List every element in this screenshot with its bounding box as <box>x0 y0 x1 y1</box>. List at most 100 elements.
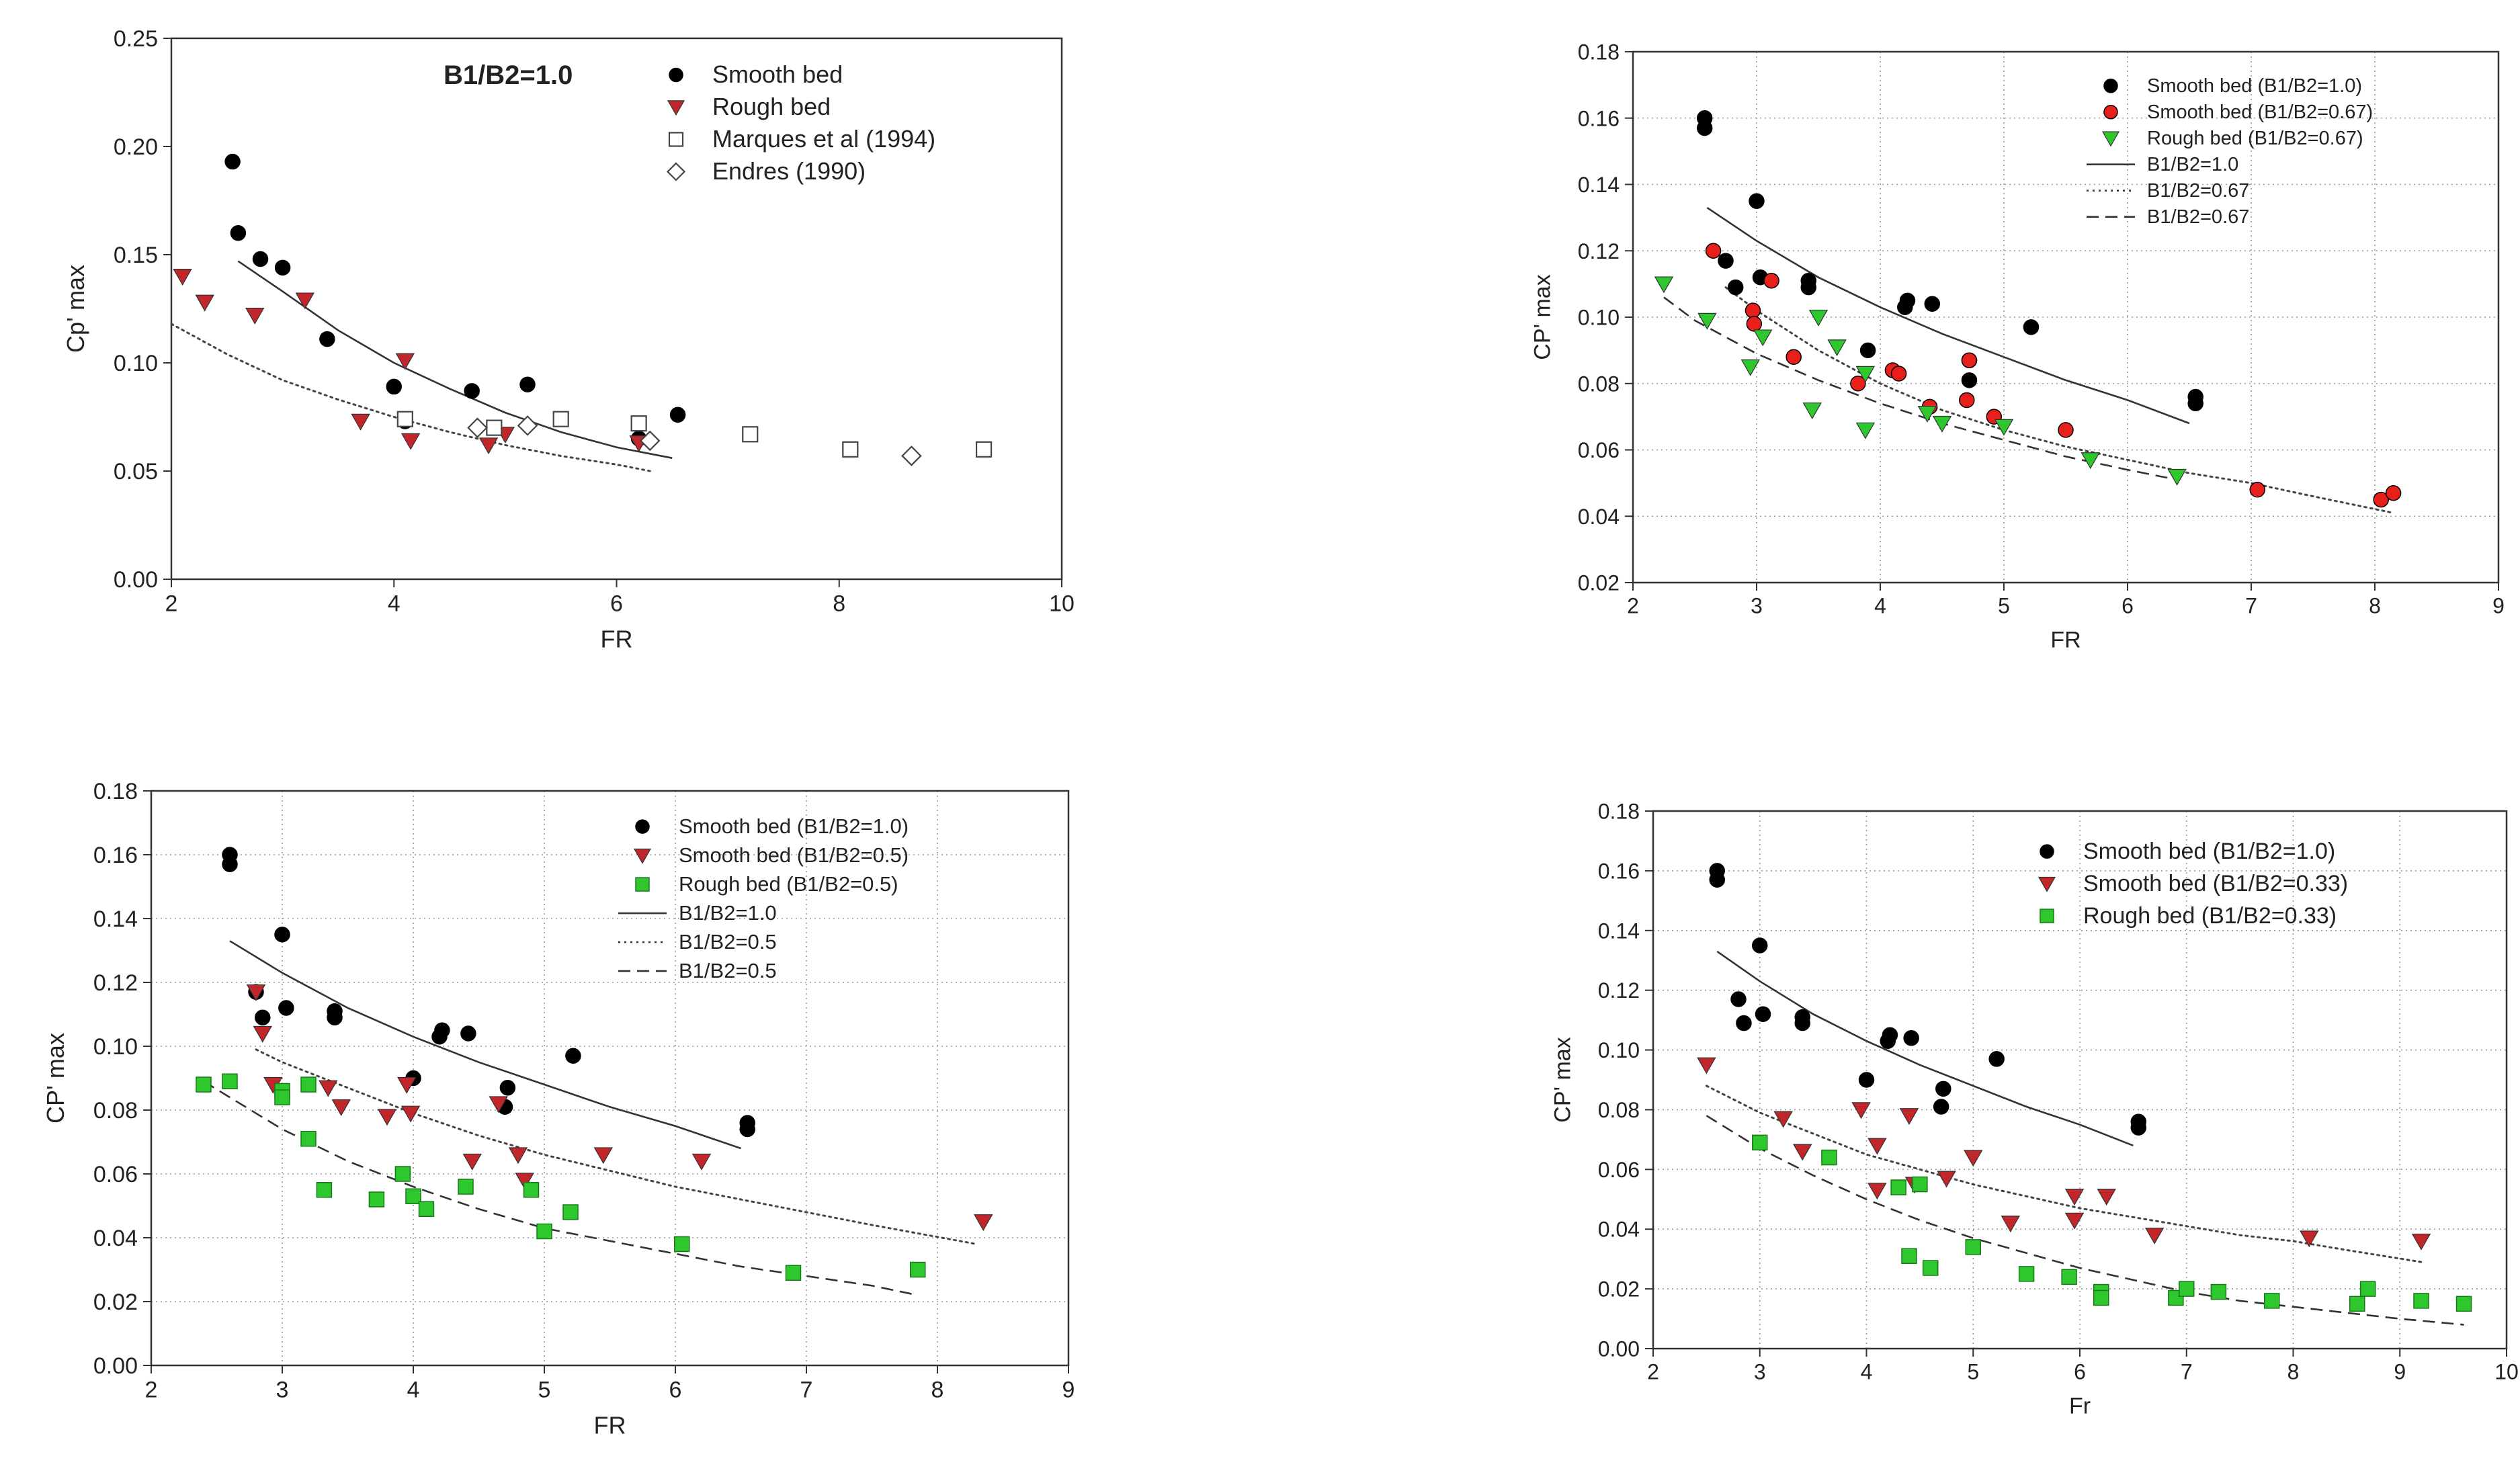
data-point <box>1763 272 1779 289</box>
y-tick-label: 0.06 <box>93 1162 138 1187</box>
legend-label: Smooth bed (B1/B2=1.0) <box>679 814 909 838</box>
y-tick-label: 0.06 <box>1578 438 1620 462</box>
data-point <box>1705 243 1722 259</box>
data-point <box>460 1025 476 1042</box>
y-axis-label: CP' max <box>1529 274 1555 359</box>
y-tick-label: 0.18 <box>93 779 138 804</box>
fit-curve-dashed <box>203 1081 919 1296</box>
y-tick-label: 0.08 <box>93 1098 138 1124</box>
y-tick-label: 0.18 <box>1578 40 1620 65</box>
data-point <box>1697 1057 1716 1074</box>
x-tick-label: 3 <box>1754 1360 1766 1384</box>
data-point <box>2167 468 2187 486</box>
data-point <box>396 411 413 427</box>
data-point <box>319 331 335 347</box>
data-point <box>2455 1296 2472 1312</box>
legend-marker <box>2103 78 2118 93</box>
legend-marker <box>2040 908 2054 923</box>
fit-curve-dotted <box>1705 1085 2423 1263</box>
legend-label: Smooth bed <box>712 60 843 88</box>
data-point <box>1899 1108 1919 1126</box>
data-point <box>2179 1281 2195 1297</box>
x-tick-label: 10 <box>2494 1360 2519 1384</box>
data-point <box>1793 1144 1812 1161</box>
data-point <box>253 1025 272 1043</box>
fit-curve-solid <box>237 260 673 459</box>
data-point <box>274 1089 290 1105</box>
y-tick-label: 0.04 <box>1578 505 1620 529</box>
fit-curve-dashed <box>1663 296 2177 481</box>
data-point <box>515 1173 534 1190</box>
y-tick-label: 0.25 <box>114 26 158 52</box>
x-tick-label: 7 <box>800 1378 813 1403</box>
data-point <box>1786 349 1802 365</box>
plot-frame <box>150 790 1070 1367</box>
data-point <box>1935 1081 1951 1097</box>
data-point <box>1994 419 2014 436</box>
x-tick-label: 2 <box>165 591 178 617</box>
data-point <box>1654 276 1674 294</box>
x-tick-label: 5 <box>1967 1360 1979 1384</box>
data-point <box>1753 329 1773 347</box>
data-point <box>785 1265 802 1281</box>
data-point <box>499 1080 516 1096</box>
data-point <box>1727 279 1744 296</box>
x-tick-label: 2 <box>1627 594 1639 618</box>
data-point <box>351 413 370 431</box>
data-point <box>300 1131 317 1147</box>
data-point <box>2093 1289 2109 1306</box>
data-point <box>386 378 402 395</box>
data-point <box>2064 1189 2085 1206</box>
data-point <box>1697 312 1717 330</box>
data-point <box>1740 359 1761 376</box>
data-point <box>1912 1176 1928 1193</box>
fit-curve-dotted <box>1724 286 2395 514</box>
x-tick-label: 6 <box>669 1378 682 1403</box>
x-tick-label: 4 <box>1861 1360 1873 1384</box>
y-tick-label: 0.20 <box>114 134 158 160</box>
legend-label: B1/B2=1.0 <box>2147 154 2238 175</box>
data-point <box>552 411 569 427</box>
data-point <box>536 1223 552 1240</box>
legend-marker <box>633 848 652 864</box>
data-point <box>401 433 421 450</box>
x-tick-label: 4 <box>388 591 401 617</box>
data-point <box>2081 452 2101 470</box>
y-tick-label: 0.14 <box>93 906 138 932</box>
data-point <box>2373 491 2389 508</box>
y-tick-label: 0.00 <box>1598 1337 1640 1361</box>
y-tick-label: 0.10 <box>1598 1038 1640 1062</box>
y-tick-label: 0.08 <box>1578 372 1620 396</box>
y-tick-label: 0.10 <box>114 351 158 376</box>
x-tick-label: 9 <box>2492 594 2505 618</box>
data-point <box>2264 1293 2280 1309</box>
data-point <box>1867 1138 1887 1155</box>
data-point <box>2249 482 2265 498</box>
data-point <box>1745 302 1761 319</box>
data-point <box>523 1182 540 1198</box>
data-point <box>319 1080 338 1097</box>
x-tick-label: 2 <box>1647 1360 1659 1384</box>
x-tick-label: 6 <box>610 591 623 617</box>
data-point <box>1859 342 1876 359</box>
data-point <box>274 259 291 276</box>
data-point <box>1964 1150 1983 1167</box>
data-point <box>2001 1216 2021 1233</box>
data-point <box>224 153 241 170</box>
data-point <box>434 1022 450 1038</box>
data-point <box>252 251 269 267</box>
data-point <box>222 1073 238 1089</box>
data-point <box>2061 1269 2077 1285</box>
data-point <box>2097 1189 2116 1206</box>
data-point <box>1867 1183 1887 1200</box>
chart-panel-4: 2 3 4 5 6 7 8 9 10 0.00 0.02 0.04 0.06 0.08 0.10 0.12 0.… <box>1550 800 2518 1419</box>
data-point <box>1696 120 1713 136</box>
data-point <box>1923 1260 1939 1276</box>
y-tick-label: 0.10 <box>1578 306 1620 330</box>
data-point <box>464 383 480 399</box>
x-tick-label: 8 <box>2369 594 2381 618</box>
fit-curve-solid <box>1706 207 2190 425</box>
y-tick-label: 0.04 <box>93 1226 138 1251</box>
fit-curve-dotted <box>255 1048 978 1245</box>
legend-label: Smooth bed (B1/B2=0.33) <box>2083 871 2348 896</box>
